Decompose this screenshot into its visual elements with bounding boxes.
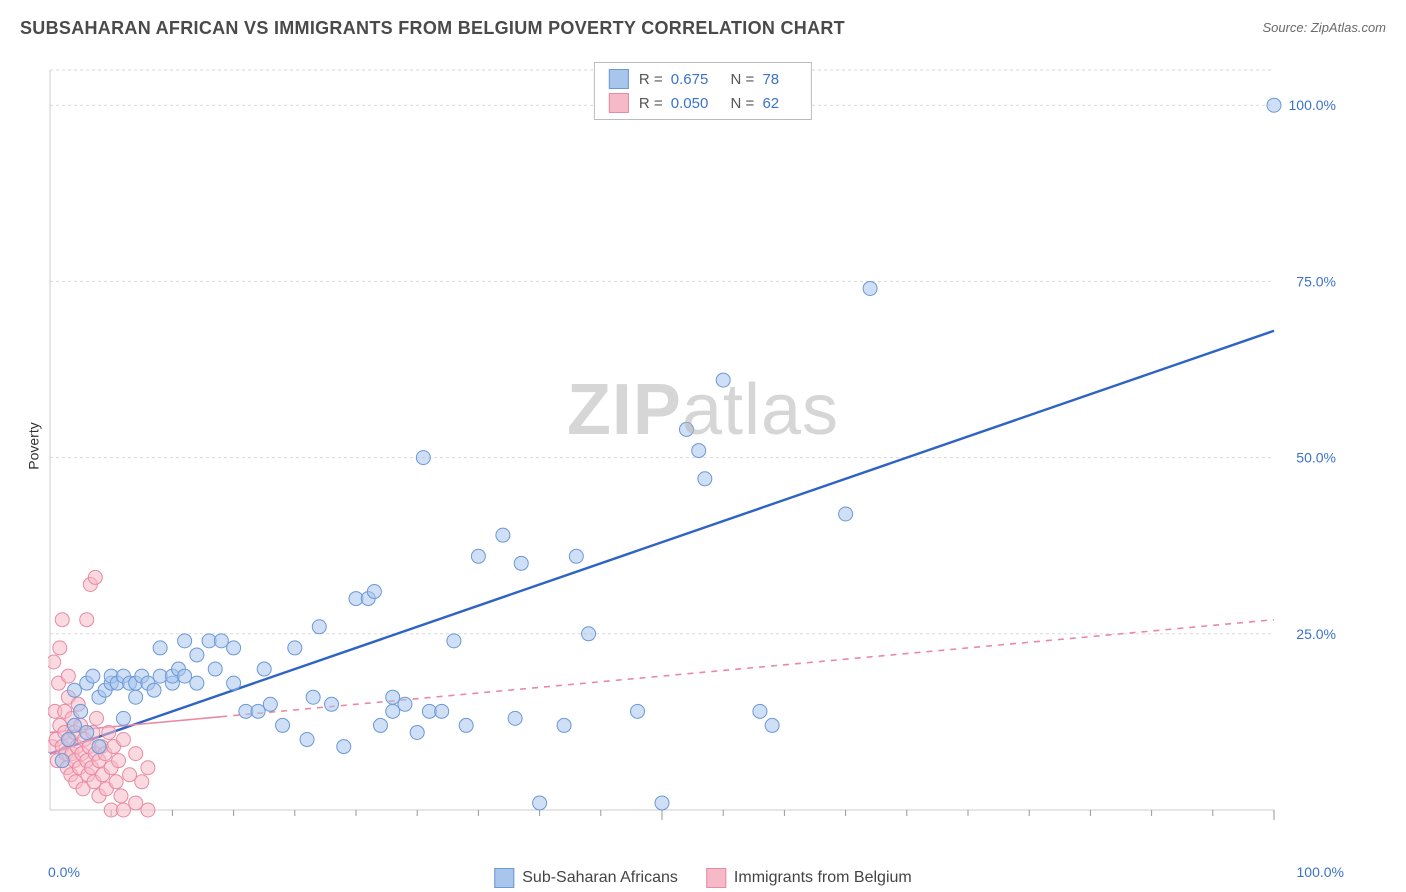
- r-value-a: 0.675: [671, 71, 709, 88]
- svg-text:50.0%: 50.0%: [1296, 450, 1336, 466]
- swatch-series-a: [494, 868, 514, 888]
- chart-title: SUBSAHARAN AFRICAN VS IMMIGRANTS FROM BE…: [20, 18, 845, 38]
- swatch-series-a: [609, 69, 629, 89]
- legend-stats: R = 0.675 N = 78 R = 0.050 N = 62: [594, 62, 812, 120]
- legend-series: Sub-Saharan Africans Immigrants from Bel…: [494, 868, 911, 888]
- legend-item: Sub-Saharan Africans: [494, 868, 678, 888]
- svg-text:100.0%: 100.0%: [1289, 97, 1336, 113]
- r-value-b: 0.050: [671, 95, 709, 112]
- svg-text:75.0%: 75.0%: [1296, 273, 1336, 289]
- swatch-series-b: [609, 93, 629, 113]
- svg-text:25.0%: 25.0%: [1296, 626, 1336, 642]
- source-attribution: Source: ZipAtlas.com: [1262, 20, 1386, 35]
- legend-label: Immigrants from Belgium: [734, 869, 912, 887]
- legend-item: Immigrants from Belgium: [706, 868, 912, 888]
- y-axis-label: Poverty: [26, 422, 42, 469]
- scatter-chart: 25.0% 50.0% 75.0% 100.0%: [48, 60, 1344, 850]
- legend-stats-row: R = 0.675 N = 78: [595, 67, 811, 91]
- chart-header: SUBSAHARAN AFRICAN VS IMMIGRANTS FROM BE…: [20, 18, 1386, 48]
- chart-container: 25.0% 50.0% 75.0% 100.0%: [48, 60, 1344, 850]
- legend-stats-row: R = 0.050 N = 62: [595, 91, 811, 115]
- n-value-b: 62: [762, 95, 779, 112]
- x-axis-max-label: 100.0%: [1297, 864, 1344, 880]
- swatch-series-b: [706, 868, 726, 888]
- n-value-a: 78: [762, 71, 779, 88]
- legend-label: Sub-Saharan Africans: [522, 869, 678, 887]
- x-axis-origin-label: 0.0%: [48, 864, 80, 880]
